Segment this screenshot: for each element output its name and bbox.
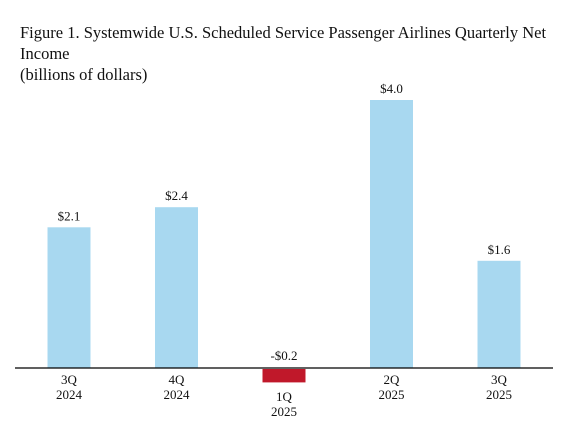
x-tick-quarter-1: 4Q bbox=[169, 372, 186, 387]
bar-3 bbox=[370, 100, 413, 368]
x-tick-year-0: 2024 bbox=[56, 387, 83, 402]
x-tick-quarter-3: 2Q bbox=[384, 372, 401, 387]
data-label-4: $1.6 bbox=[488, 242, 511, 257]
data-label-1: $2.4 bbox=[165, 188, 188, 203]
x-tick-quarter-4: 3Q bbox=[491, 372, 508, 387]
bar-1 bbox=[155, 207, 198, 368]
x-tick-quarter-2: 1Q bbox=[276, 389, 293, 404]
chart-subtitle: (billions of dollars) bbox=[20, 65, 148, 84]
data-label-2: -$0.2 bbox=[270, 348, 297, 363]
data-label-0: $2.1 bbox=[58, 208, 81, 223]
bar-2 bbox=[262, 369, 306, 383]
data-label-3: $4.0 bbox=[380, 81, 403, 96]
bar-4 bbox=[477, 260, 521, 368]
value-labels-group: $2.1 $2.4 -$0.2 $4.0 $1.6 bbox=[58, 81, 511, 363]
chart-title: Figure 1. Systemwide U.S. Scheduled Serv… bbox=[20, 22, 565, 85]
x-tick-year-2: 2025 bbox=[271, 404, 297, 419]
chart-title-text: Figure 1. Systemwide U.S. Scheduled Serv… bbox=[20, 23, 547, 63]
x-tick-year-4: 2025 bbox=[486, 387, 512, 402]
bar-0 bbox=[47, 227, 91, 368]
x-tick-year-3: 2025 bbox=[379, 387, 405, 402]
x-tick-quarter-0: 3Q bbox=[61, 372, 78, 387]
bars-group bbox=[47, 100, 521, 383]
x-tick-year-1: 2024 bbox=[164, 387, 191, 402]
